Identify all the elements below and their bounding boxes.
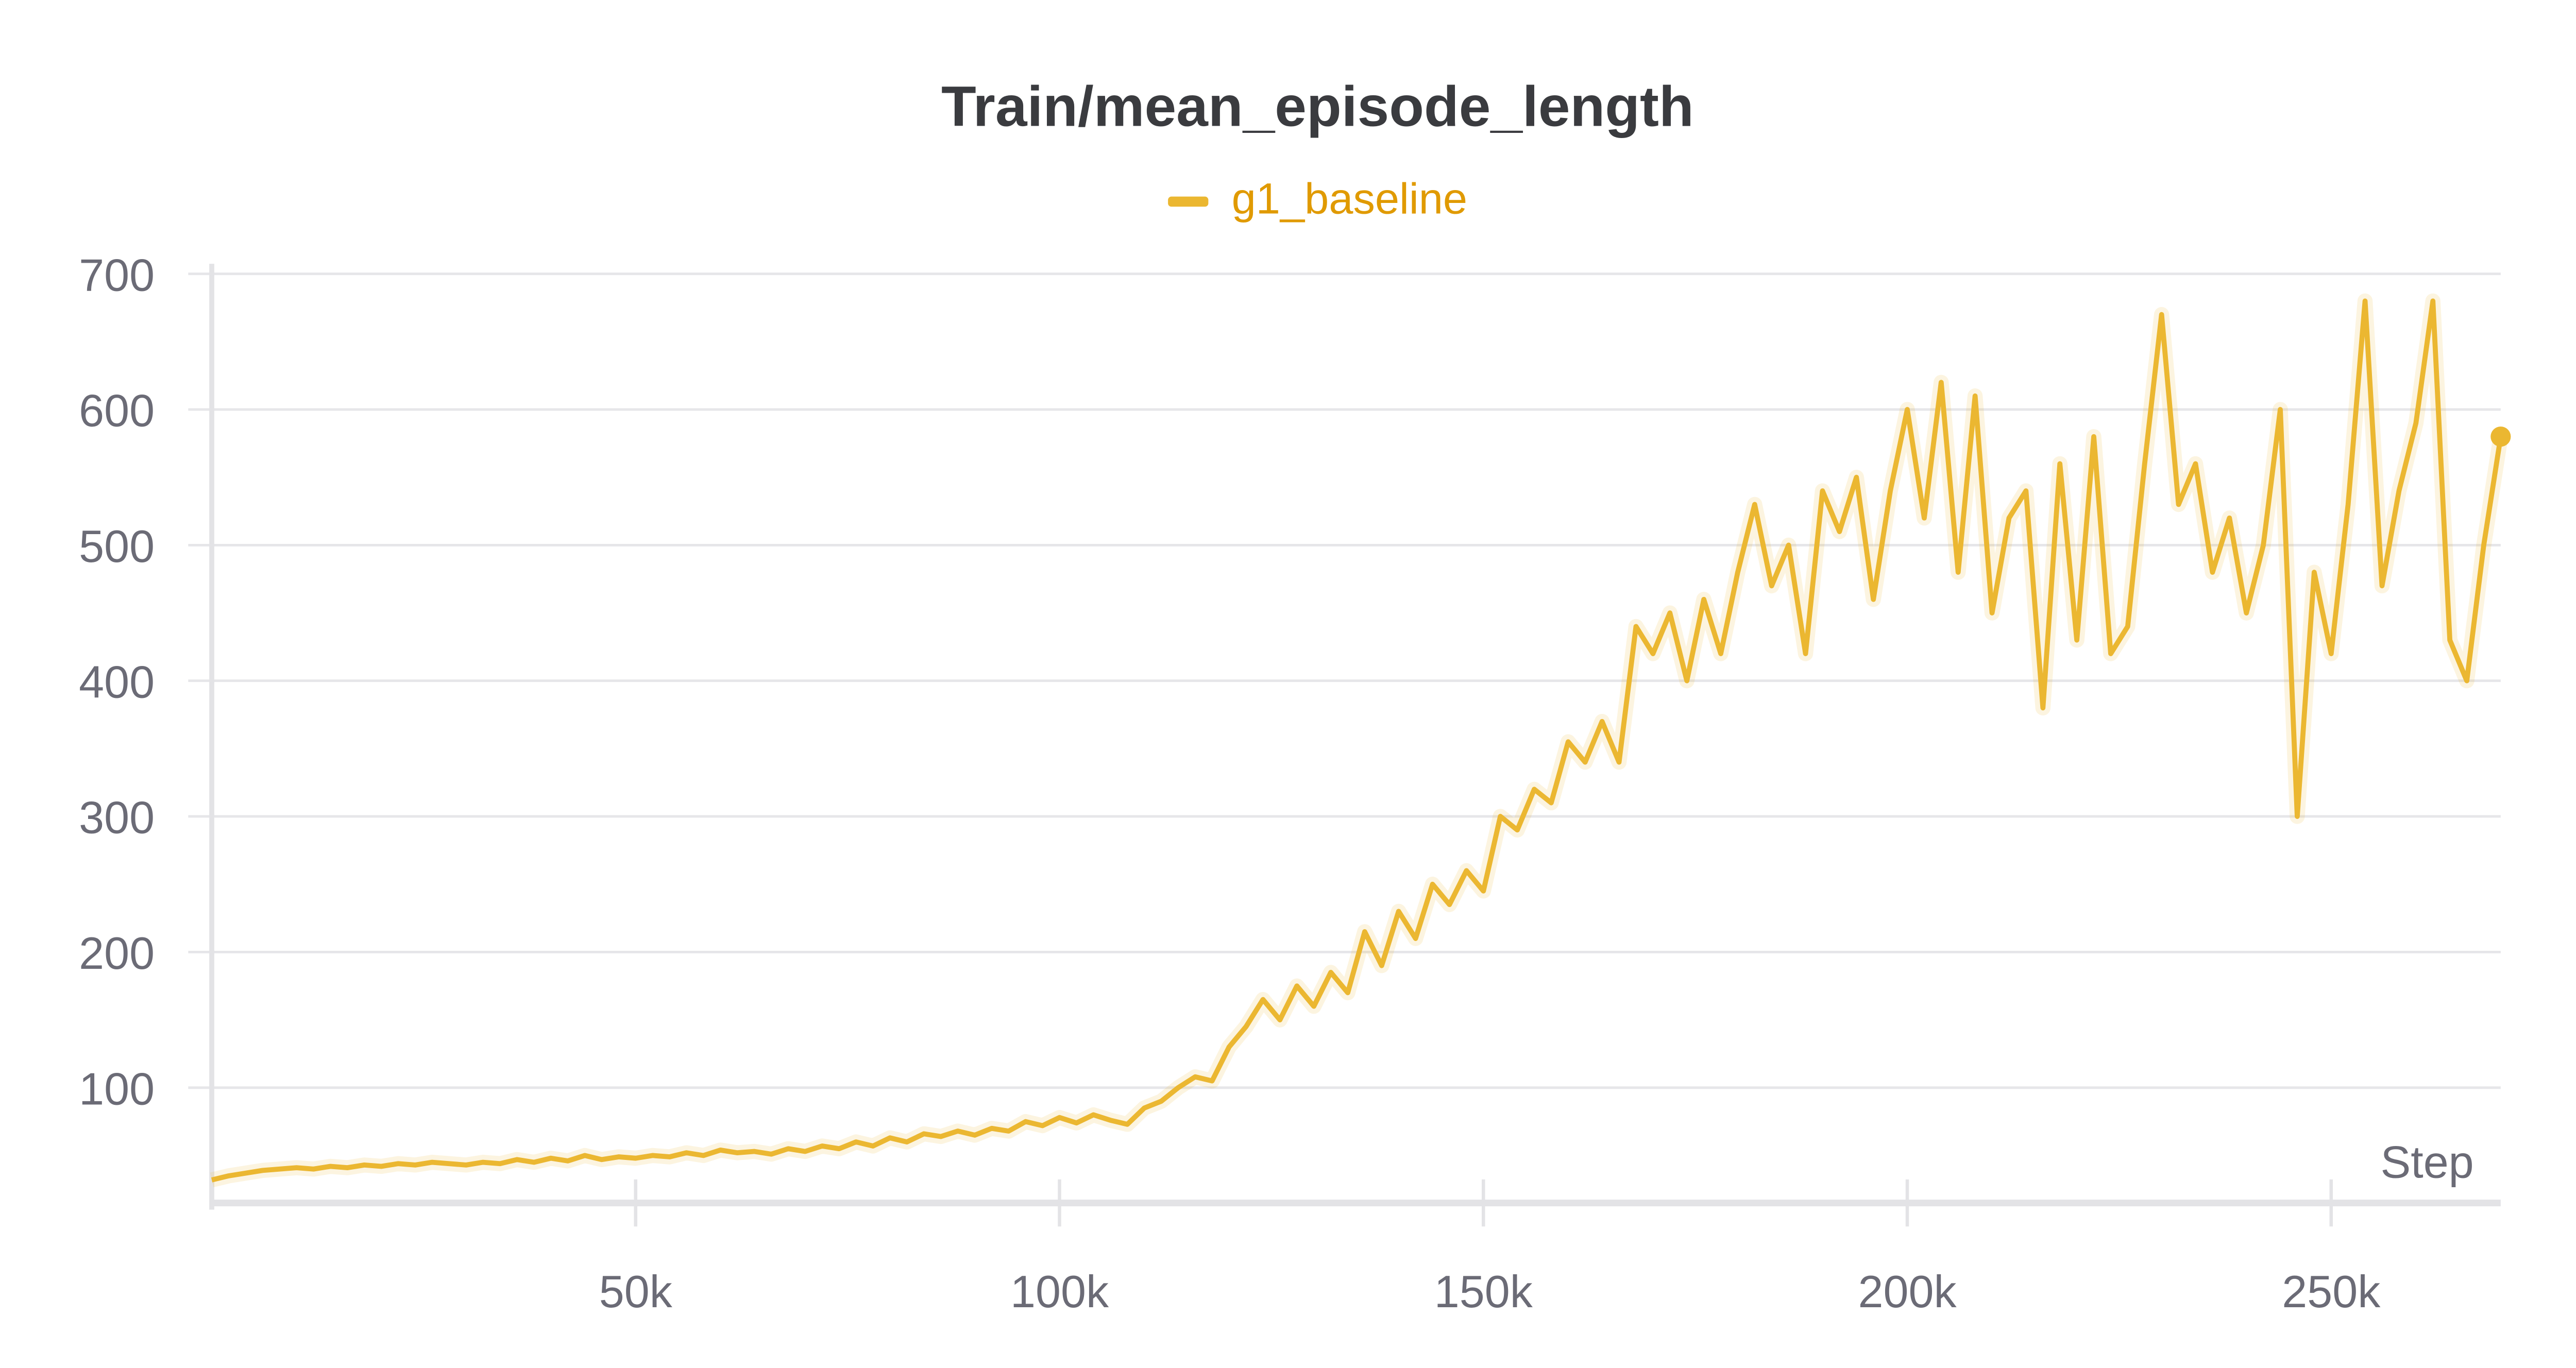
x-tick-label: 100k xyxy=(1010,1266,1109,1317)
x-tick-label: 200k xyxy=(1858,1266,1957,1317)
x-axis-label: Step xyxy=(2381,1137,2474,1188)
legend-swatch xyxy=(1167,197,1208,207)
x-tick-label: 150k xyxy=(1434,1266,1533,1317)
x-tick-label: 250k xyxy=(2282,1266,2381,1317)
y-tick-label: 200 xyxy=(79,928,155,979)
x-tick-label: 50k xyxy=(599,1266,673,1317)
y-tick-label: 100 xyxy=(79,1063,155,1114)
series-line xyxy=(211,298,2503,1183)
y-tick-label: 500 xyxy=(79,521,155,572)
legend[interactable]: g1_baseline xyxy=(0,173,2576,225)
y-tick-label: 700 xyxy=(79,249,155,300)
y-tick-label: 300 xyxy=(79,792,155,843)
y-tick-label: 400 xyxy=(79,656,155,707)
legend-label: g1_baseline xyxy=(1231,173,1468,224)
series-band xyxy=(210,293,2509,1188)
last-point-marker xyxy=(2490,426,2511,447)
chart-title: Train/mean_episode_length xyxy=(941,75,1694,140)
y-tick-label: 600 xyxy=(79,385,155,436)
